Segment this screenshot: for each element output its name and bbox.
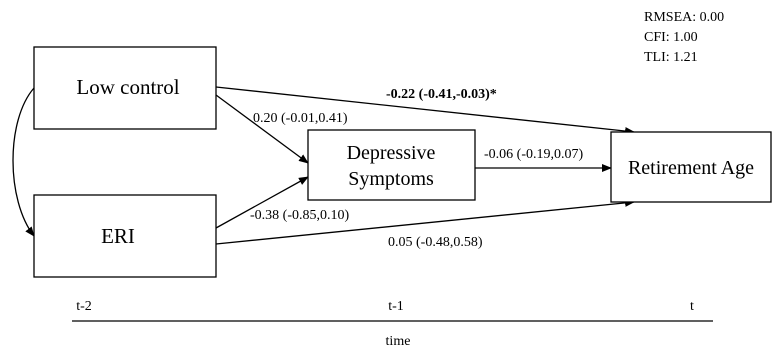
covariance-arrow — [12, 78, 43, 237]
label-low-control: Low control — [76, 75, 179, 99]
coef-lowcontrol-retirement: -0.22 (-0.41,-0.03)* — [386, 87, 497, 102]
node-depressive-symptoms — [307, 129, 476, 201]
path-eri-depressive — [215, 176, 309, 229]
time-tick-t: t — [690, 299, 694, 314]
node-low-control — [33, 46, 217, 130]
time-axis-label: time — [386, 334, 411, 349]
coef-eri-retirement: 0.05 (-0.48,0.58) — [388, 235, 483, 250]
label-eri: ERI — [101, 224, 135, 248]
coef-depressive-retirement: -0.06 (-0.19,0.07) — [484, 147, 583, 162]
fit-rmsea: RMSEA: 0.00 — [644, 10, 724, 25]
path-lowcontrol-retirement — [215, 86, 635, 136]
time-tick-t-2: t-2 — [76, 299, 92, 314]
node-retirement-age — [610, 131, 772, 203]
time-tick-t-1: t-1 — [388, 299, 404, 314]
path-eri-retirement — [215, 198, 635, 245]
label-depressive-line1: Depressive — [347, 142, 436, 164]
coef-lowcontrol-depressive: 0.20 (-0.01,0.41) — [253, 111, 348, 126]
label-depressive-line2: Symptoms — [348, 168, 434, 190]
path-lowcontrol-depressive — [215, 94, 309, 164]
label-retirement-age: Retirement Age — [628, 157, 754, 179]
fit-cfi: CFI: 1.00 — [644, 30, 698, 45]
coef-eri-depressive: -0.38 (-0.85,0.10) — [250, 208, 349, 223]
fit-tli: TLI: 1.21 — [644, 50, 698, 65]
node-eri — [33, 194, 217, 278]
